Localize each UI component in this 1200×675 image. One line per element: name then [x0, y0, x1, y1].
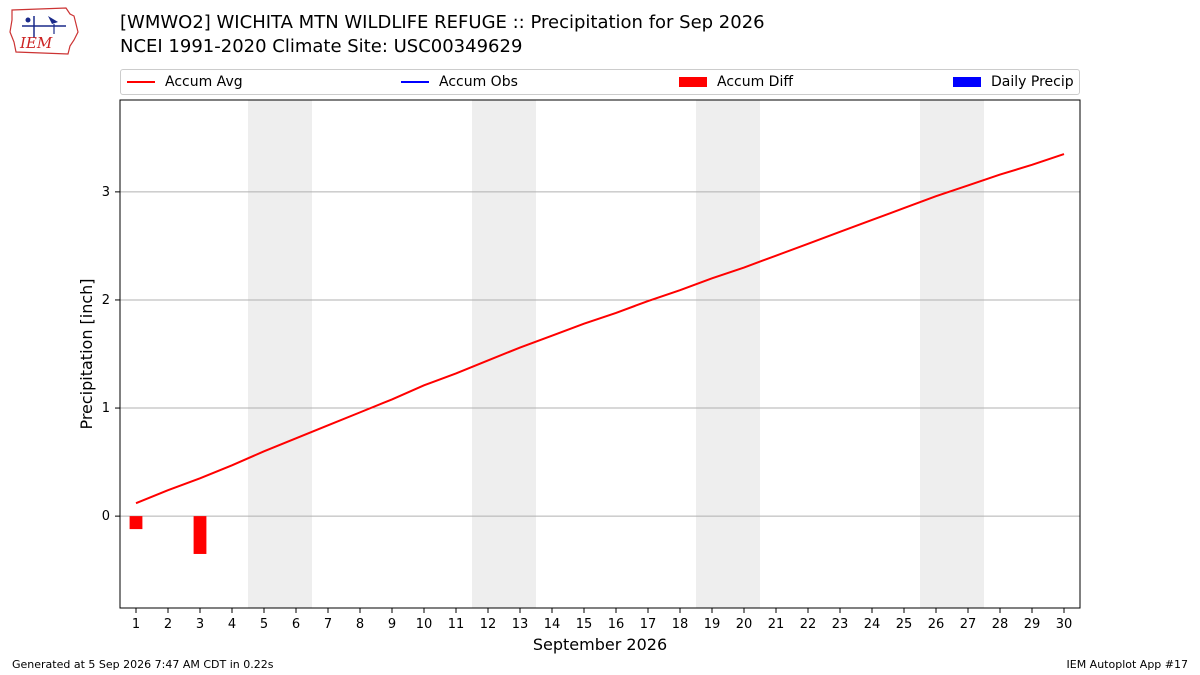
footer-app: IEM Autoplot App #17	[1066, 658, 1189, 671]
xtick-label-14: 14	[544, 617, 561, 632]
legend-item-accum-obs: Accum Obs	[401, 70, 518, 94]
legend-swatch-accum-obs	[401, 81, 429, 83]
xtick-label-26: 26	[928, 617, 945, 632]
weekend-band-4	[920, 100, 984, 608]
footer-generated: Generated at 5 Sep 2026 7:47 AM CDT in 0…	[12, 658, 274, 671]
xtick-label-25: 25	[896, 617, 913, 632]
xtick-label-28: 28	[992, 617, 1009, 632]
xtick-label-29: 29	[1024, 617, 1041, 632]
iem-logo: IEM	[8, 6, 82, 58]
xtick-label-18: 18	[672, 617, 689, 632]
xtick-label-3: 3	[196, 617, 204, 632]
plot-frame	[119, 99, 1081, 609]
chart-subtitle: NCEI 1991-2020 Climate Site: USC00349629	[120, 36, 523, 57]
y-axis-label: Precipitation [inch]	[77, 278, 96, 429]
xtick-label-2: 2	[164, 617, 172, 632]
xtick-label-21: 21	[768, 617, 785, 632]
chart-title: [WMWO2] WICHITA MTN WILDLIFE REFUGE :: P…	[120, 12, 765, 33]
legend: Accum Avg Accum Obs Accum Diff Daily Pre…	[120, 69, 1080, 95]
xtick-label-17: 17	[640, 617, 657, 632]
xtick-label-20: 20	[736, 617, 753, 632]
xtick-label-11: 11	[448, 617, 465, 632]
xtick-label-16: 16	[608, 617, 625, 632]
xtick-label-1: 1	[132, 617, 140, 632]
weekend-band-1	[248, 100, 312, 608]
ytick-label-2: 2	[102, 293, 110, 308]
legend-label-accum-obs: Accum Obs	[439, 74, 518, 90]
xtick-label-13: 13	[512, 617, 529, 632]
legend-label-accum-diff: Accum Diff	[717, 74, 794, 90]
bar-accum-diff-day-1	[129, 516, 143, 530]
xtick-label-4: 4	[228, 617, 236, 632]
xtick-label-22: 22	[800, 617, 817, 632]
legend-swatch-daily-precip	[953, 77, 981, 87]
xtick-label-6: 6	[292, 617, 300, 632]
xtick-label-10: 10	[416, 617, 433, 632]
ytick-label-1: 1	[102, 401, 110, 416]
xtick-label-7: 7	[324, 617, 332, 632]
bar-accum-diff-day-3	[193, 516, 207, 554]
xtick-label-24: 24	[864, 617, 881, 632]
legend-label-daily-precip: Daily Precip	[991, 74, 1074, 90]
xtick-label-30: 30	[1056, 617, 1073, 632]
iem-logo-text: IEM	[19, 34, 53, 52]
xtick-label-9: 9	[388, 617, 396, 632]
xtick-label-5: 5	[260, 617, 268, 632]
x-axis-label: September 2026	[533, 635, 667, 654]
iem-logo-graphic: IEM	[9, 7, 79, 55]
ytick-label-3: 3	[102, 185, 110, 200]
legend-swatch-accum-diff	[679, 77, 707, 87]
legend-swatch-accum-avg	[127, 81, 155, 83]
line-accum-avg	[135, 153, 1065, 505]
xtick-label-15: 15	[576, 617, 593, 632]
legend-item-accum-avg: Accum Avg	[127, 70, 243, 94]
weekend-band-3	[696, 100, 760, 608]
xtick-label-12: 12	[480, 617, 497, 632]
ytick-label-0: 0	[102, 509, 110, 524]
xtick-label-23: 23	[832, 617, 849, 632]
xtick-label-27: 27	[960, 617, 977, 632]
xtick-label-8: 8	[356, 617, 364, 632]
xtick-label-19: 19	[704, 617, 721, 632]
legend-item-accum-diff: Accum Diff	[679, 70, 793, 94]
legend-item-daily-precip: Daily Precip	[953, 70, 1074, 94]
legend-label-accum-avg: Accum Avg	[165, 74, 243, 90]
